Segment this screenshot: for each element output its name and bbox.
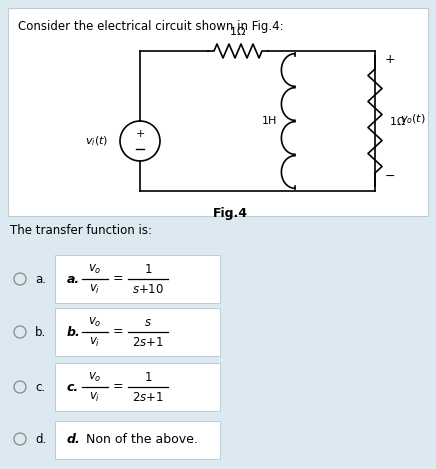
Text: =: = (112, 380, 123, 393)
Text: 1$\Omega$: 1$\Omega$ (389, 115, 406, 127)
Bar (8, 8, 428, 216)
Text: Consider the electrical circuit shown in Fig.4:: Consider the electrical circuit shown in… (18, 20, 284, 33)
Text: −: − (385, 169, 395, 182)
Text: 1$\Omega$: 1$\Omega$ (229, 25, 246, 37)
Text: +: + (385, 53, 395, 66)
Text: 1: 1 (144, 263, 152, 275)
Text: $v_o(t)$: $v_o(t)$ (400, 112, 426, 126)
Text: Fig.4: Fig.4 (212, 207, 248, 220)
Text: a.: a. (35, 272, 46, 286)
Text: =: = (112, 272, 123, 286)
Text: $v_o$: $v_o$ (88, 371, 102, 384)
Bar (55, 308, 220, 356)
Text: d.: d. (67, 432, 81, 446)
Text: The transfer function is:: The transfer function is: (10, 224, 152, 237)
Bar (55, 255, 220, 303)
Text: $s$: $s$ (144, 316, 152, 328)
Text: $v_i$: $v_i$ (89, 391, 101, 403)
Text: 2$s$+1: 2$s$+1 (132, 391, 164, 403)
Text: $v_o$: $v_o$ (88, 316, 102, 329)
Bar (55, 421, 220, 459)
Text: d.: d. (35, 432, 46, 446)
Text: $v_i(t)$: $v_i(t)$ (85, 134, 108, 148)
Text: c.: c. (67, 380, 79, 393)
Text: c.: c. (35, 380, 45, 393)
Text: Non of the above.: Non of the above. (82, 432, 198, 446)
Text: $v_o$: $v_o$ (88, 263, 102, 276)
Text: +: + (135, 129, 145, 139)
Text: $v_i$: $v_i$ (89, 335, 101, 348)
Text: b.: b. (35, 325, 46, 339)
Text: 1: 1 (144, 371, 152, 384)
Text: =: = (112, 325, 123, 339)
Text: $s$+10: $s$+10 (132, 282, 164, 295)
Text: 1H: 1H (262, 116, 277, 126)
Text: b.: b. (67, 325, 81, 339)
Bar (55, 363, 220, 411)
Text: 2$s$+1: 2$s$+1 (132, 335, 164, 348)
Text: a.: a. (67, 272, 80, 286)
Text: $v_i$: $v_i$ (89, 282, 101, 295)
